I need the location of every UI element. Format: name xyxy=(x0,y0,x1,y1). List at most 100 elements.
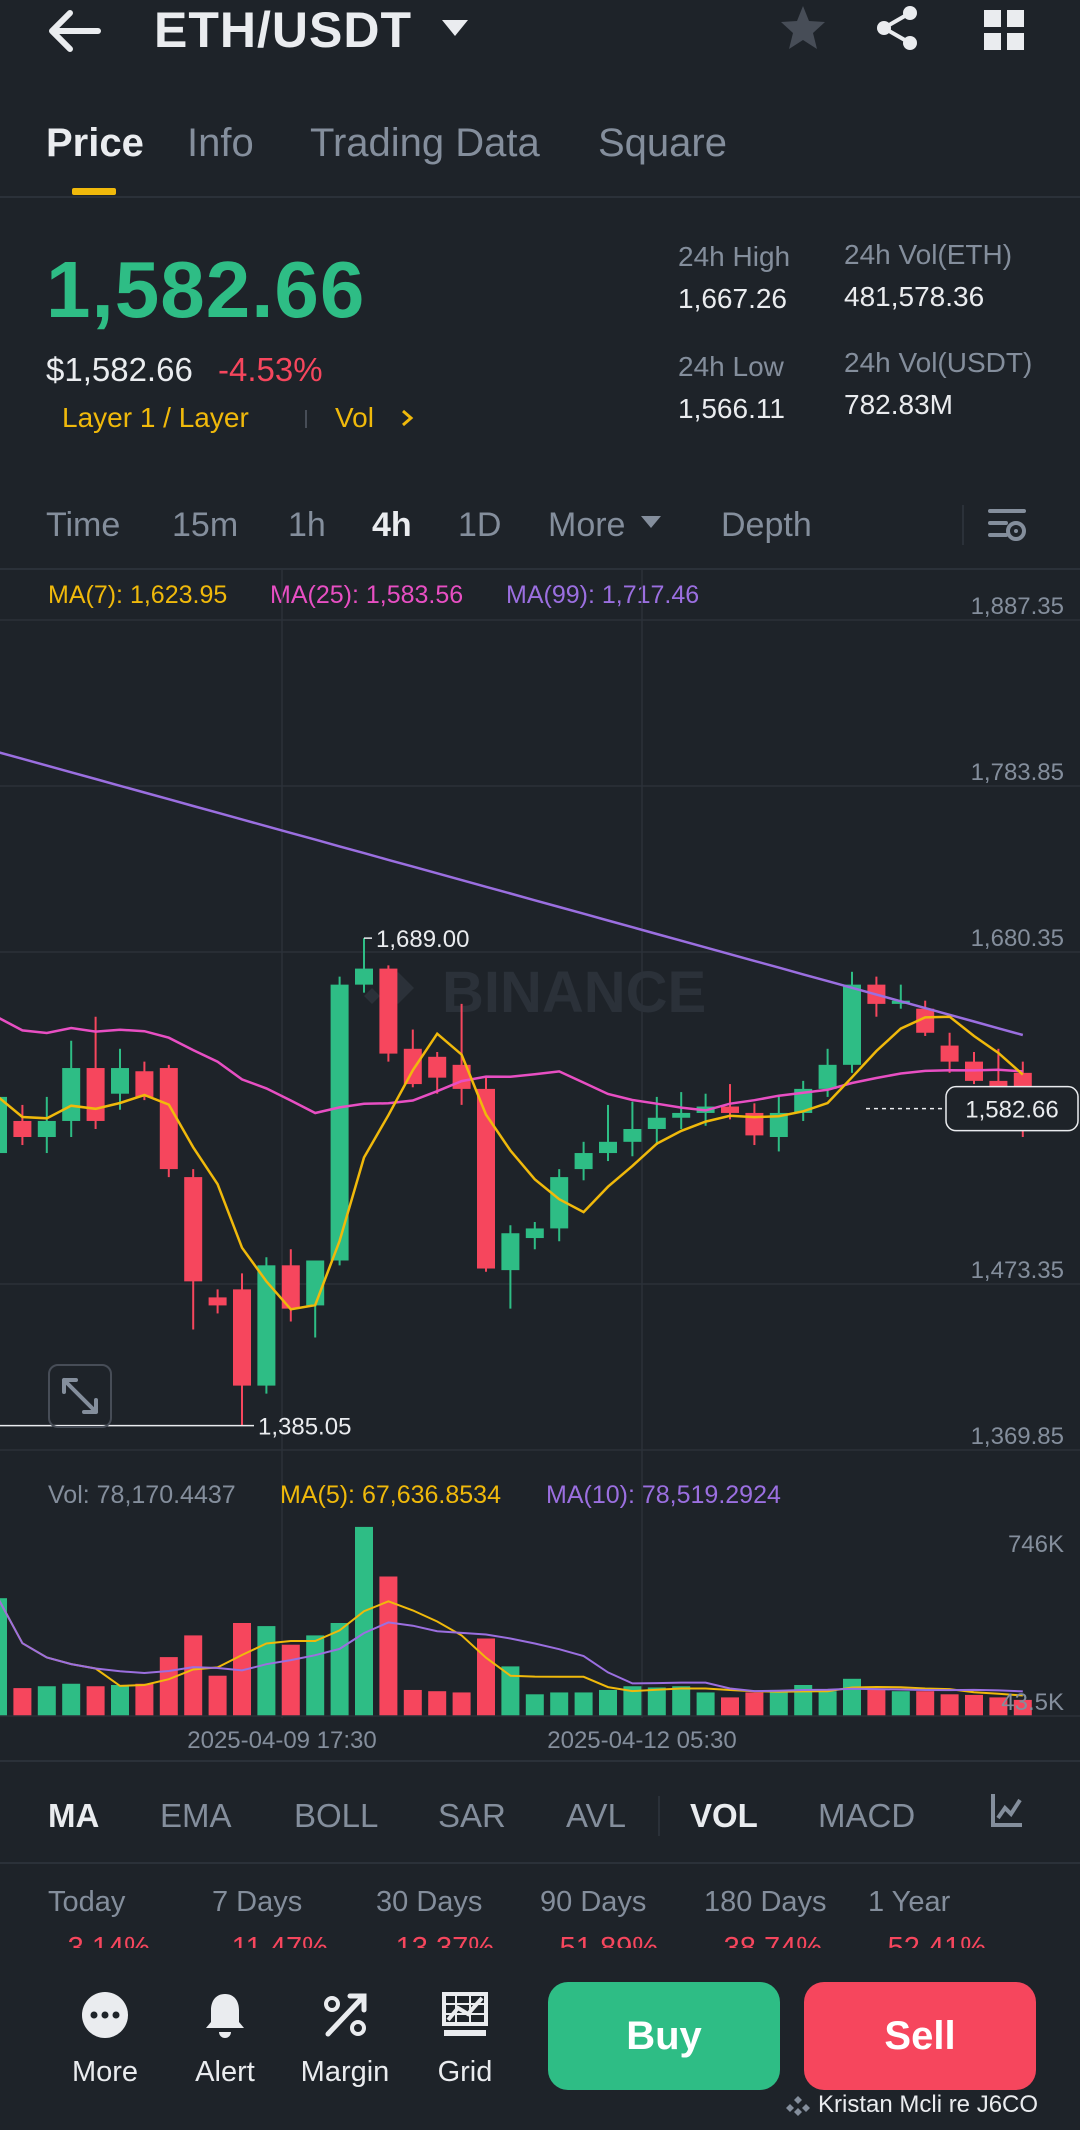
share-icon[interactable] xyxy=(872,3,922,53)
perf-label: 30 Days xyxy=(376,1886,483,1918)
interval-more[interactable]: More xyxy=(548,506,626,544)
volume-bar xyxy=(0,1598,7,1716)
x-tick-label: 2025-04-12 05:30 xyxy=(547,1727,737,1754)
binance-logo-icon xyxy=(786,2096,810,2116)
high-value: 1,667.26 xyxy=(678,283,787,314)
more-label: More xyxy=(71,2056,139,2088)
margin-action[interactable]: Margin xyxy=(290,1986,400,2096)
perf-label: Today xyxy=(48,1886,126,1918)
vol-eth-label: 24h Vol(ETH) xyxy=(844,239,1013,270)
x-tick-label: 2025-04-09 17:30 xyxy=(187,1727,377,1754)
volume-bar xyxy=(916,1691,935,1716)
candle-body xyxy=(818,1064,837,1089)
chevron-right-icon[interactable] xyxy=(400,408,414,428)
alert-action[interactable]: Alert xyxy=(170,1986,280,2096)
more-action[interactable]: More xyxy=(50,1986,160,2096)
candle-body xyxy=(477,1088,495,1269)
y-tick-label: 1,783.85 xyxy=(971,759,1064,786)
interval-time[interactable]: Time xyxy=(46,506,121,544)
volume-bar xyxy=(379,1576,398,1716)
candle-body xyxy=(599,1141,617,1154)
tab-info[interactable]: Info xyxy=(187,121,254,165)
volume-bar xyxy=(111,1685,129,1716)
grid-bot-icon xyxy=(442,1992,488,2036)
volume-bar xyxy=(13,1688,32,1716)
volume-bar xyxy=(867,1689,886,1716)
price-chart[interactable]: 1,887.35 1,783.85 1,680.35 1,473.35 1,369.85… xyxy=(0,570,1080,1760)
volume-bar xyxy=(965,1694,983,1716)
indicator-boll[interactable]: BOLL xyxy=(294,1797,379,1834)
vol-legend: Vol: 78,170.4437 xyxy=(48,1481,236,1509)
tab-price[interactable]: Price xyxy=(46,121,144,165)
grid-icon[interactable] xyxy=(982,8,1026,52)
vol-tick-label: 43.5K xyxy=(1001,1689,1064,1716)
vol-tag[interactable]: Vol xyxy=(335,402,374,433)
low-marker-label: 1,385.05 xyxy=(258,1414,351,1441)
back-arrow-icon[interactable] xyxy=(48,8,102,54)
tab-trading-data[interactable]: Trading Data xyxy=(310,121,540,165)
y-tick-label: 1,369.85 xyxy=(971,1423,1064,1450)
buy-button[interactable]: Buy xyxy=(548,1982,780,2090)
volume-bar xyxy=(257,1626,276,1716)
grid-action[interactable]: Grid xyxy=(410,1986,520,2096)
indicator-avl[interactable]: AVL xyxy=(566,1797,626,1834)
expand-chart-button[interactable] xyxy=(48,1364,112,1428)
y-tick-label: 1,680.35 xyxy=(971,925,1064,952)
indicator-ema[interactable]: EMA xyxy=(160,1797,232,1834)
candle-body xyxy=(574,1153,593,1170)
ma7-legend: MA(7): 1,623.95 xyxy=(48,581,228,609)
sell-button[interactable]: Sell xyxy=(804,1982,1036,2090)
indicator-divider xyxy=(658,1796,660,1836)
volume-bar xyxy=(86,1686,105,1716)
star-icon[interactable] xyxy=(778,3,828,53)
pair-title[interactable]: ETH/USDT xyxy=(154,2,412,58)
volume-bar xyxy=(623,1686,642,1716)
volume-bar xyxy=(355,1526,373,1716)
candle-body xyxy=(379,968,398,1054)
interval-divider xyxy=(962,505,964,545)
candle-body xyxy=(233,1289,251,1386)
candle-body xyxy=(355,968,373,985)
interval-15m[interactable]: 15m xyxy=(172,506,239,544)
volume-bar xyxy=(794,1685,813,1716)
interval-1h[interactable]: 1h xyxy=(288,506,326,544)
candle-body xyxy=(159,1068,178,1170)
interval-4h[interactable]: 4h xyxy=(372,506,412,544)
low-label: 24h Low xyxy=(678,351,784,382)
indicator-macd[interactable]: MACD xyxy=(818,1797,916,1834)
candle-body xyxy=(62,1068,81,1121)
perf-value: -13.37% xyxy=(386,1932,495,1948)
caret-down-icon[interactable] xyxy=(640,515,662,529)
candle-body xyxy=(843,984,861,1065)
candle-body xyxy=(306,1260,325,1306)
vol-usdt-value: 782.83M xyxy=(844,389,953,420)
margin-percent-icon xyxy=(324,1993,367,2037)
current-price-label: 1,582.66 xyxy=(965,1097,1058,1124)
candle-body xyxy=(550,1177,569,1229)
chart-settings-icon[interactable] xyxy=(986,505,1030,545)
indicator-sar[interactable]: SAR xyxy=(438,1797,506,1834)
candle-body xyxy=(135,1071,154,1097)
volume-bar xyxy=(647,1687,666,1716)
perf-value: -3.14% xyxy=(58,1932,150,1948)
indicator-vol[interactable]: VOL xyxy=(690,1797,758,1834)
indicator-ma[interactable]: MA xyxy=(48,1797,100,1834)
tab-square[interactable]: Square xyxy=(598,121,727,165)
perf-value: -52.41% xyxy=(878,1932,987,1948)
candle-body xyxy=(111,1068,129,1094)
ma7-line xyxy=(0,1015,1024,1311)
candle-body xyxy=(721,1106,739,1113)
high-marker-label: 1,689.00 xyxy=(376,926,469,953)
caret-down-icon[interactable] xyxy=(440,18,470,38)
candle-body xyxy=(330,984,349,1261)
chart-top-divider xyxy=(0,568,1080,570)
indicator-settings-icon[interactable] xyxy=(990,1792,1024,1828)
tab-bar: Price Info Trading Data Square xyxy=(0,110,1080,198)
expand-icon xyxy=(62,1378,98,1414)
interval-depth[interactable]: Depth xyxy=(721,506,812,544)
perf-label: 1 Year xyxy=(868,1886,951,1918)
interval-1d[interactable]: 1D xyxy=(458,506,502,544)
category-tag[interactable]: Layer 1 / Layer xyxy=(62,402,249,433)
candle-body xyxy=(281,1265,300,1309)
volume-bar xyxy=(62,1683,81,1716)
